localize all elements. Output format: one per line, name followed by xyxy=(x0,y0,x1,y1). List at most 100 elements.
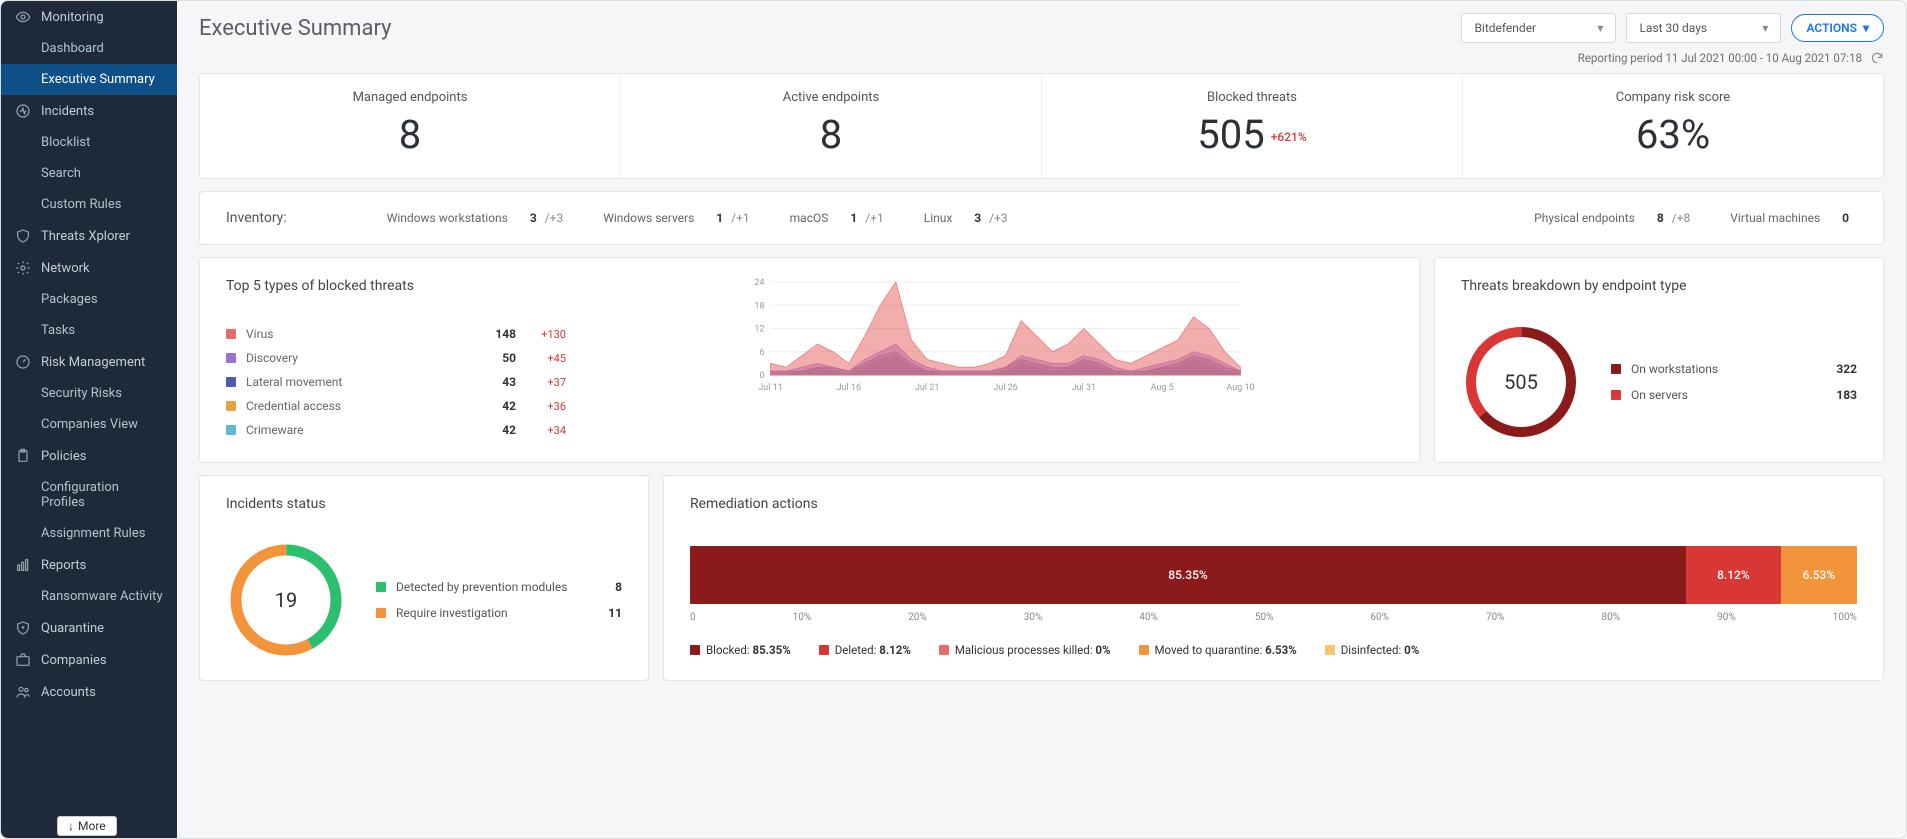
legend-value: 11 xyxy=(608,606,622,620)
sidebar-section-threats-xplorer[interactable]: Threats Xplorer xyxy=(1,220,177,252)
sidebar-section-monitoring[interactable]: Monitoring xyxy=(1,1,177,33)
pulse-icon xyxy=(15,103,31,119)
threat-delta: +36 xyxy=(526,400,566,413)
sidebar-section-risk-management[interactable]: Risk Management xyxy=(1,346,177,378)
svg-text:18: 18 xyxy=(754,301,764,311)
chevron-down-icon: ▾ xyxy=(1863,21,1869,35)
inventory-item-name: Physical endpoints xyxy=(1534,211,1635,225)
sidebar-item-search[interactable]: Search xyxy=(1,158,177,189)
vendor-dropdown[interactable]: Bitdefender ▾ xyxy=(1461,13,1616,43)
sidebar-item-executive-summary[interactable]: Executive Summary xyxy=(1,64,177,95)
clipboard-icon xyxy=(15,448,31,464)
threat-count: 148 xyxy=(480,327,516,341)
sidebar-item-custom-rules[interactable]: Custom Rules xyxy=(1,189,177,220)
svg-text:Aug 5: Aug 5 xyxy=(1151,383,1174,393)
axis-tick: 60% xyxy=(1370,612,1389,623)
threat-name: Discovery xyxy=(246,351,470,365)
remediation-legend-item: Moved to quarantine: 6.53% xyxy=(1139,643,1297,657)
remediation-segment: 6.53% xyxy=(1781,546,1857,604)
legend-label: On servers xyxy=(1631,388,1826,402)
inventory-item-sub: /+1 xyxy=(731,211,750,225)
sidebar-section-accounts[interactable]: Accounts xyxy=(1,676,177,708)
actions-button[interactable]: ACTIONS ▾ xyxy=(1791,14,1884,42)
threat-row: Virus 148 +130 xyxy=(226,322,566,346)
main-content: Executive Summary Bitdefender ▾ Last 30 … xyxy=(177,1,1906,838)
threat-color-chip xyxy=(226,401,236,411)
inventory-item: Windows servers 1/+1 xyxy=(603,211,749,225)
legend-color-chip xyxy=(1139,645,1149,655)
remediation-bar: 85.35%8.12%6.53% xyxy=(690,546,1857,604)
chevron-down-icon: ▾ xyxy=(1762,21,1768,35)
inventory-item-value: 3 xyxy=(974,211,981,225)
sidebar-section-network[interactable]: Network xyxy=(1,252,177,284)
sidebar-section-reports[interactable]: Reports xyxy=(1,549,177,581)
inventory-item: Physical endpoints 8 /+8 xyxy=(1534,211,1690,225)
inventory-item-value: 8 xyxy=(1657,211,1664,225)
sidebar-item-ransomware-activity[interactable]: Ransomware Activity xyxy=(1,581,177,612)
svg-text:0: 0 xyxy=(759,371,764,381)
legend-color-chip xyxy=(819,645,829,655)
refresh-icon[interactable] xyxy=(1870,51,1884,65)
inventory-item: Linux 3/+3 xyxy=(924,211,1008,225)
kpi-company-risk-score: Company risk score 63% xyxy=(1463,74,1883,178)
inventory-item-value: 1 xyxy=(850,211,857,225)
svg-text:Jul 11: Jul 11 xyxy=(758,383,782,393)
sidebar-section-policies[interactable]: Policies xyxy=(1,440,177,472)
sidebar-section-quarantine[interactable]: Quarantine xyxy=(1,612,177,644)
sidebar-item-companies-view[interactable]: Companies View xyxy=(1,409,177,440)
axis-tick: 10% xyxy=(793,612,812,623)
chevron-down-icon: ▾ xyxy=(1597,21,1603,35)
sidebar-item-packages[interactable]: Packages xyxy=(1,284,177,315)
sidebar-item-configuration-profiles[interactable]: Configuration Profiles xyxy=(1,472,177,518)
svg-text:Jul 21: Jul 21 xyxy=(915,383,939,393)
axis-tick: 40% xyxy=(1139,612,1158,623)
sidebar-item-security-risks[interactable]: Security Risks xyxy=(1,378,177,409)
incidents-title: Incidents status xyxy=(226,496,622,512)
sidebar-item-assignment-rules[interactable]: Assignment Rules xyxy=(1,518,177,549)
axis-tick: 20% xyxy=(908,612,927,623)
sidebar-section-companies[interactable]: Companies xyxy=(1,644,177,676)
sidebar-item-dashboard[interactable]: Dashboard xyxy=(1,33,177,64)
range-dropdown[interactable]: Last 30 days ▾ xyxy=(1626,13,1781,43)
kpi-row: Managed endpoints 8Active endpoints 8Blo… xyxy=(199,73,1884,179)
threat-delta: +130 xyxy=(526,328,566,341)
gear-icon xyxy=(15,260,31,276)
legend-color-chip xyxy=(1611,364,1621,374)
threat-color-chip xyxy=(226,353,236,363)
breakdown-legend-row: On workstations 322 xyxy=(1611,356,1857,382)
sidebar-section-label: Threats Xplorer xyxy=(41,229,130,244)
legend-value: 8 xyxy=(615,580,622,594)
threat-count: 50 xyxy=(480,351,516,365)
remediation-legend-item: Malicious processes killed: 0% xyxy=(939,643,1111,657)
sidebar-section-incidents[interactable]: Incidents xyxy=(1,95,177,127)
threat-row: Crimeware 42 +34 xyxy=(226,418,566,442)
sidebar-item-tasks[interactable]: Tasks xyxy=(1,315,177,346)
sidebar-section-label: Incidents xyxy=(41,104,94,119)
more-button[interactable]: ↓More xyxy=(57,816,117,836)
breakdown-title: Threats breakdown by endpoint type xyxy=(1461,278,1857,294)
inventory-item-name: Windows workstations xyxy=(387,211,508,225)
axis-tick: 90% xyxy=(1717,612,1736,623)
briefcase-icon xyxy=(15,652,31,668)
legend-color-chip xyxy=(939,645,949,655)
inventory-item-sub: /+8 xyxy=(1672,211,1691,225)
incidents-card: Incidents status 19 Detected by preventi… xyxy=(199,475,649,681)
kpi-label: Active endpoints xyxy=(641,90,1021,105)
threat-count: 42 xyxy=(480,423,516,437)
legend-color-chip xyxy=(690,645,700,655)
sidebar-section-label: Risk Management xyxy=(41,355,145,370)
inventory-item-value: 0 xyxy=(1842,211,1849,225)
svg-text:12: 12 xyxy=(754,325,764,335)
remediation-legend-item: Blocked: 85.35% xyxy=(690,643,791,657)
legend-value: 183 xyxy=(1836,388,1857,402)
inventory-item: Windows workstations 3/+3 xyxy=(387,211,564,225)
inventory-item-sub: /+1 xyxy=(865,211,884,225)
incidents-total: 19 xyxy=(275,588,297,612)
inventory-item-sub: /+3 xyxy=(989,211,1008,225)
sidebar-item-blocklist[interactable]: Blocklist xyxy=(1,127,177,158)
legend-label: On workstations xyxy=(1631,362,1826,376)
svg-text:24: 24 xyxy=(754,278,764,288)
threat-delta: +34 xyxy=(526,424,566,437)
inventory-item: macOS 1/+1 xyxy=(790,211,884,225)
vendor-dropdown-label: Bitdefender xyxy=(1474,21,1536,35)
